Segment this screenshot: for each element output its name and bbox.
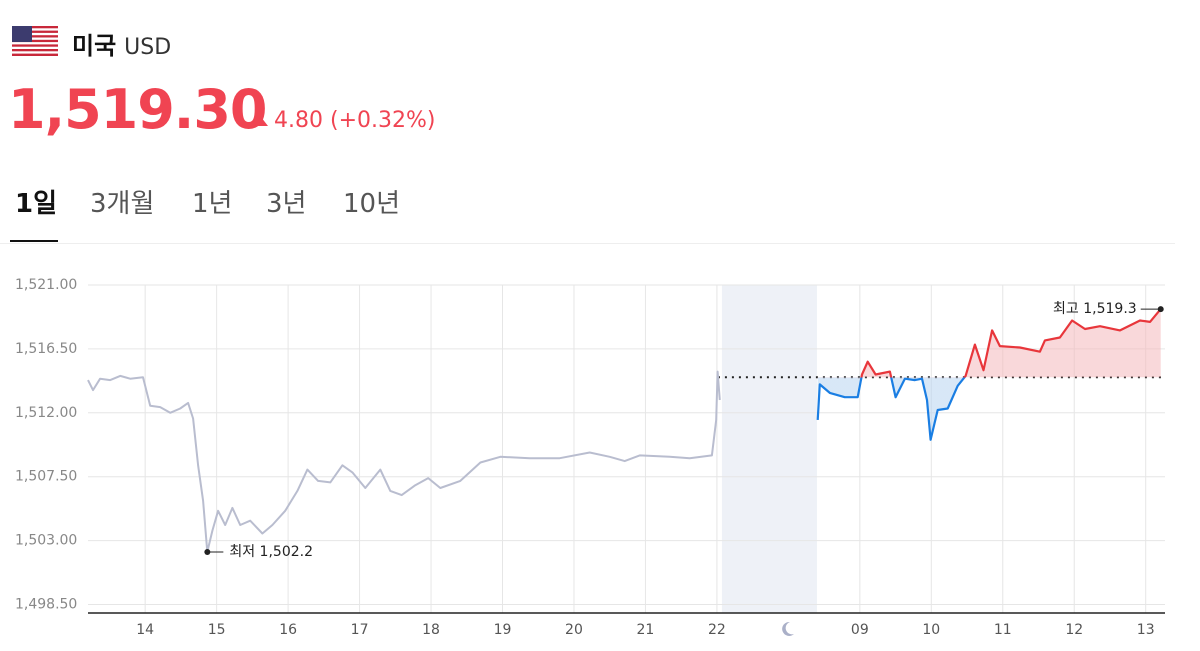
y-tick-label: 1,521.00 xyxy=(15,277,77,293)
annotation: 최저 1,502.2 xyxy=(229,544,313,560)
tab[interactable]: 3년 xyxy=(266,189,307,219)
x-tick-label: 11 xyxy=(994,622,1012,638)
change: 4.80 (+0.32%) xyxy=(254,108,435,133)
y-tick-label: 1,507.50 xyxy=(15,469,77,485)
area xyxy=(817,309,1161,440)
x-tick-label: 13 xyxy=(1137,622,1155,638)
change-value: 4.80 xyxy=(274,108,323,133)
line xyxy=(87,370,721,553)
closed-period xyxy=(721,285,817,613)
x-tick-label: 20 xyxy=(565,622,583,638)
tab[interactable]: 1일 xyxy=(15,189,58,219)
x-tick-label: 17 xyxy=(351,622,369,638)
price: 1,519.30 xyxy=(8,78,267,141)
tab[interactable]: 3개월 xyxy=(90,189,155,219)
tab-underline xyxy=(10,240,58,242)
x-tick-label: 16 xyxy=(279,622,297,638)
x-tick-label: 22 xyxy=(708,622,726,638)
chart: 1,521.00 1,516.50 1,512.00 1,507.50 1,503.00… xyxy=(15,277,1165,638)
x-tick-label: 09 xyxy=(851,622,869,638)
x-tick-label: 18 xyxy=(422,622,440,638)
moon-icon xyxy=(782,621,794,636)
tab[interactable]: 10년 xyxy=(343,189,401,219)
y-tick-label: 1,503.00 xyxy=(15,533,77,549)
country: 미국 xyxy=(72,32,117,60)
y-tick-label: 1,498.50 xyxy=(15,596,77,612)
x-tick-label: 14 xyxy=(136,622,154,638)
annotation: 최고 1,519.3 xyxy=(1053,301,1137,317)
tab[interactable]: 1년 xyxy=(192,189,233,219)
change-pct: (+0.32%) xyxy=(329,108,436,133)
line xyxy=(816,308,1162,441)
flag xyxy=(12,26,58,56)
x-tick-label: 12 xyxy=(1065,622,1083,638)
x-tick-label: 21 xyxy=(637,622,655,638)
y-tick-label: 1,516.50 xyxy=(15,341,77,357)
title: 미국 USD xyxy=(72,26,171,61)
x-tick-label: 15 xyxy=(208,622,226,638)
x-tick-label: 10 xyxy=(922,622,940,638)
y-tick-label: 1,512.00 xyxy=(15,405,77,421)
currency: USD xyxy=(124,35,172,60)
tab-bar: 1일 3개월 1년 3년 10년 xyxy=(0,180,1175,244)
up-arrow xyxy=(254,117,268,126)
x-tick-label: 19 xyxy=(494,622,512,638)
